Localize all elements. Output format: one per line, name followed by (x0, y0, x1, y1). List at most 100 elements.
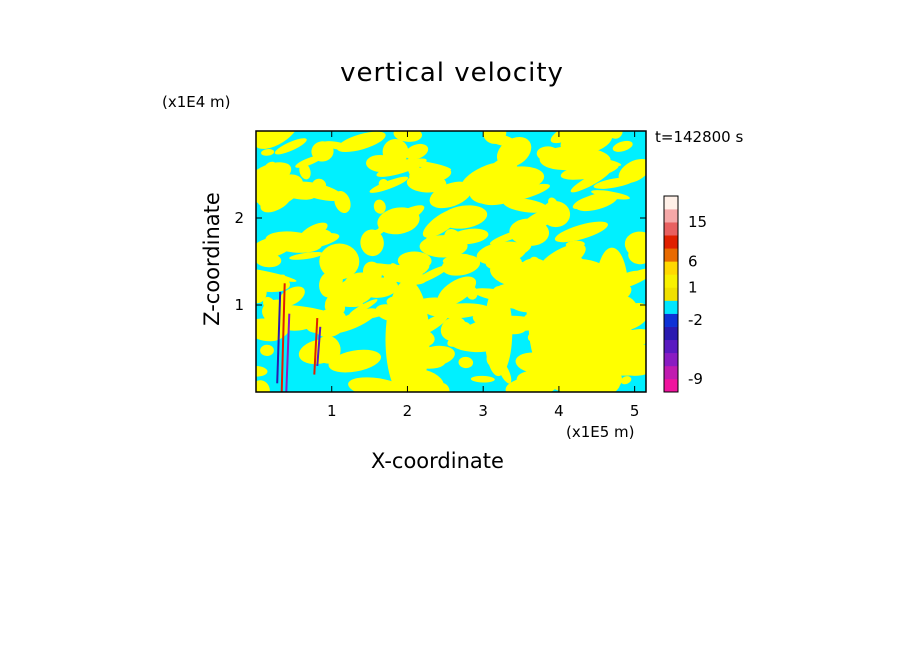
positive-velocity-patch (360, 229, 384, 257)
positive-velocity-patch (487, 133, 517, 147)
positive-velocity-patch (256, 252, 282, 268)
positive-velocity-patch (507, 382, 526, 392)
positive-velocity-patch (458, 356, 474, 369)
x-axis: 1 2 3 4 5 (327, 131, 639, 420)
shear-streak (313, 318, 319, 375)
positive-velocity-patch (349, 299, 378, 316)
positive-velocity-patch (315, 335, 341, 364)
x-tick-label: 5 (630, 402, 640, 420)
x-tick-label: 1 (327, 402, 337, 420)
positive-velocity-patch (422, 208, 462, 238)
x-tick-label: 4 (554, 402, 564, 420)
positive-velocity-patch (490, 260, 543, 288)
positive-velocity-patch (313, 308, 347, 338)
positive-velocity-patch (344, 272, 375, 294)
positive-velocity-patch (618, 158, 646, 184)
positive-velocity-patch (560, 161, 619, 180)
z-tick-label: 2 (234, 209, 244, 227)
plot-frame (255, 130, 647, 393)
updraft-region (319, 243, 360, 280)
positive-velocity-patch (419, 235, 468, 258)
colorbar-tick-label: 6 (688, 252, 698, 270)
positive-velocity-patch (364, 386, 375, 392)
positive-velocity-patch (376, 158, 427, 177)
positive-velocity-patch (466, 285, 478, 300)
positive-velocity-patch (265, 231, 322, 253)
positive-velocity-patch (405, 143, 429, 160)
colorbar: -9 -2 1 6 15 (663, 195, 707, 393)
positive-velocity-patch (328, 349, 382, 373)
positive-velocity-patch (373, 199, 386, 214)
colorbar-swatch (664, 300, 678, 314)
x-tick-label: 3 (478, 402, 488, 420)
positive-velocity-patch (441, 254, 481, 276)
positive-velocity-patch (628, 246, 646, 265)
positive-velocity-patch (299, 163, 311, 180)
positive-velocity-patch (509, 218, 550, 246)
plot-area (256, 131, 646, 392)
positive-velocity-patch (503, 198, 548, 213)
positive-velocity-patch (461, 162, 511, 193)
shear-streak (316, 326, 322, 366)
positive-velocity-patch (293, 181, 344, 201)
colorbar-swatch (664, 378, 678, 393)
positive-velocity-patch (565, 240, 585, 249)
positive-velocity-patch (439, 303, 491, 317)
z-tick-label: 1 (234, 296, 244, 314)
positive-velocity-patch (406, 173, 447, 193)
positive-velocity-patch (256, 380, 270, 392)
colorbar-swatch (664, 261, 678, 275)
colorbar-tick-label: 15 (688, 213, 707, 231)
positive-velocity-patch (274, 138, 307, 155)
positive-velocity-patch (498, 241, 532, 259)
colorbar-frame (663, 195, 679, 393)
colorbar-swatch (664, 248, 678, 262)
positive-velocity-patch (263, 296, 276, 312)
positive-velocity-patch (470, 375, 495, 383)
colorbar-swatch (664, 326, 678, 341)
positive-velocity-patch (367, 228, 385, 238)
x-tick-label: 2 (403, 402, 413, 420)
positive-velocity-patch (322, 141, 351, 150)
positive-velocity-patch (366, 154, 395, 173)
z-axis: 12 (234, 209, 646, 314)
colorbar-swatch (664, 235, 678, 249)
colorbar-swatch (664, 313, 678, 327)
colorbar-swatch (664, 222, 678, 236)
positive-velocity-patch (377, 264, 427, 285)
updraft-region (484, 286, 513, 377)
positive-velocity-patch (554, 221, 608, 243)
positive-velocity-patch (572, 196, 595, 209)
positive-velocity-patch (591, 190, 630, 200)
positive-velocity-patch (256, 180, 288, 203)
time-annotation: t=142800 s (655, 128, 744, 146)
positive-velocity-patch (256, 268, 297, 282)
colorbar-tick-label: -2 (688, 311, 703, 329)
positive-velocity-patch (517, 205, 562, 235)
colorbar-swatch (664, 209, 678, 223)
positive-velocity-patch (369, 176, 409, 193)
colorbar-swatch (664, 287, 678, 301)
z-axis-unit: (x1E4 m) (162, 93, 231, 111)
colorbar-swatch (664, 339, 678, 354)
updraft-region (385, 279, 430, 392)
positive-velocity-patch (256, 365, 268, 377)
positive-velocity-patch (606, 357, 646, 376)
colorbar-swatch (664, 365, 678, 380)
positive-velocity-patch (612, 140, 633, 152)
shear-streak (285, 313, 291, 392)
shear-streak (276, 291, 282, 384)
colorbar-swatch (664, 196, 678, 210)
x-axis-label: X-coordinate (371, 449, 504, 473)
positive-velocity-patch (295, 155, 323, 168)
x-axis-unit: (x1E5 m) (566, 423, 635, 441)
positive-velocity-patch (260, 344, 274, 357)
colorbar-swatch (664, 352, 678, 367)
positive-velocity-patch (515, 179, 524, 187)
colorbar-tick-label: 1 (688, 279, 698, 297)
positive-velocity-patch (384, 211, 404, 231)
positive-velocity-patch (541, 201, 571, 228)
updraft-region (595, 247, 628, 328)
positive-velocity-patch (437, 276, 477, 307)
